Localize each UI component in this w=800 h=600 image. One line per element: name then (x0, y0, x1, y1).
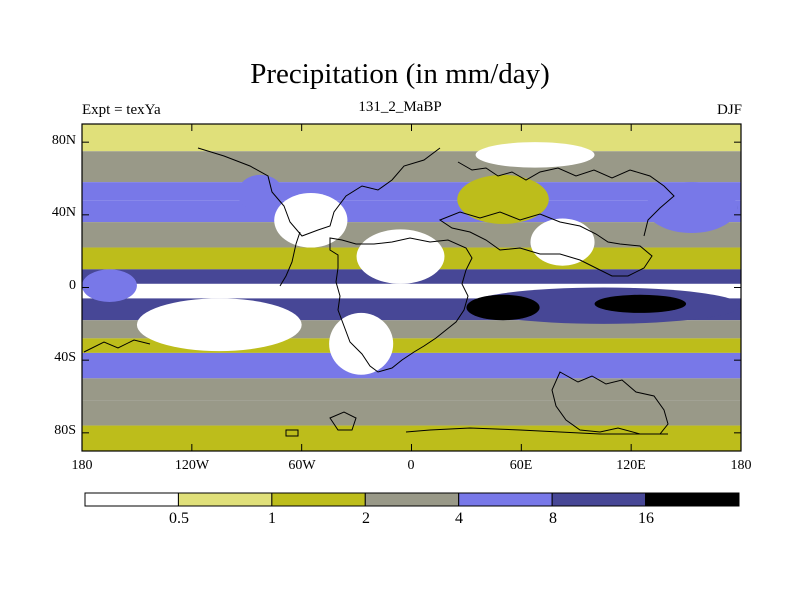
precip-band (82, 200, 741, 223)
colorbar-swatch (271, 492, 366, 507)
lon-label: 120W (174, 458, 210, 473)
colorbar-swatch (645, 492, 740, 507)
coastline-segment (405, 427, 668, 435)
period-label: 131_2_MaBP (358, 99, 442, 115)
coastline-segment (279, 231, 301, 287)
colorbar-swatch (551, 492, 647, 507)
lat-label: 40S (54, 350, 76, 365)
colorbar-label: 16 (638, 510, 654, 527)
precip-region-wet-north-atlantic-west (237, 174, 284, 212)
coastline-segment (551, 371, 669, 435)
colorbar-label: 2 (362, 510, 370, 527)
colorbar-swatch (458, 492, 553, 507)
chart-title: Precipitation (in mm/day) (250, 58, 550, 90)
coastline-outline (83, 147, 675, 437)
precipitation-field (82, 124, 741, 451)
coastline-segment (329, 411, 357, 431)
precip-band (82, 378, 741, 401)
precip-region-dry-africa-south (329, 312, 394, 375)
lat-label: 80S (54, 423, 76, 438)
coastline-segment (285, 429, 299, 437)
lon-label: 180 (71, 458, 93, 473)
precip-region-dry-west-africa (274, 193, 348, 248)
colorbar-swatch (84, 492, 179, 507)
precip-band (82, 182, 741, 201)
season-label: DJF (716, 102, 742, 118)
coastline-segment (197, 147, 441, 237)
experiment-label: Expt = texYa (82, 102, 161, 118)
colorbar (84, 492, 740, 507)
colorbar-label: 1 (268, 510, 276, 527)
lat-label: 80N (51, 133, 76, 148)
coastline-segment (329, 237, 473, 373)
lon-label: 120E (616, 458, 646, 473)
lon-label: 60E (509, 458, 533, 473)
precip-region-dry-asia-arctic (475, 142, 595, 168)
lon-label: 60W (288, 458, 316, 473)
precip-band (82, 151, 741, 183)
colorbar-label: 0.5 (169, 510, 189, 527)
coastline-segment (457, 161, 675, 237)
precip-region-heavy-west-pacific (594, 294, 687, 313)
colorbar-swatch (177, 492, 273, 507)
coastline-segment (438, 211, 653, 277)
precip-region-heavy-indian-ocean (466, 294, 540, 321)
lat-label: 0 (69, 278, 76, 293)
precip-region-wet-northeast-asia (645, 182, 738, 233)
lon-label: 0 (407, 458, 415, 473)
precip-region-moderate-south-america (82, 269, 137, 303)
colorbar-label: 8 (549, 510, 557, 527)
lat-label: 40N (51, 205, 76, 220)
precip-band (82, 400, 741, 426)
axis-ticks (81, 124, 742, 451)
colorbar-swatch (364, 492, 460, 507)
lon-label: 180 (730, 458, 752, 473)
precip-region-dry-north-africa (356, 229, 445, 284)
precip-band (82, 352, 741, 379)
precip-region-moderate-east-europe (457, 174, 549, 224)
precip-region-dry-south-atlantic (136, 298, 302, 352)
precip-region-dry-east-asia (530, 218, 595, 266)
coastline-segment (83, 339, 151, 353)
colorbar-label: 4 (455, 510, 463, 527)
